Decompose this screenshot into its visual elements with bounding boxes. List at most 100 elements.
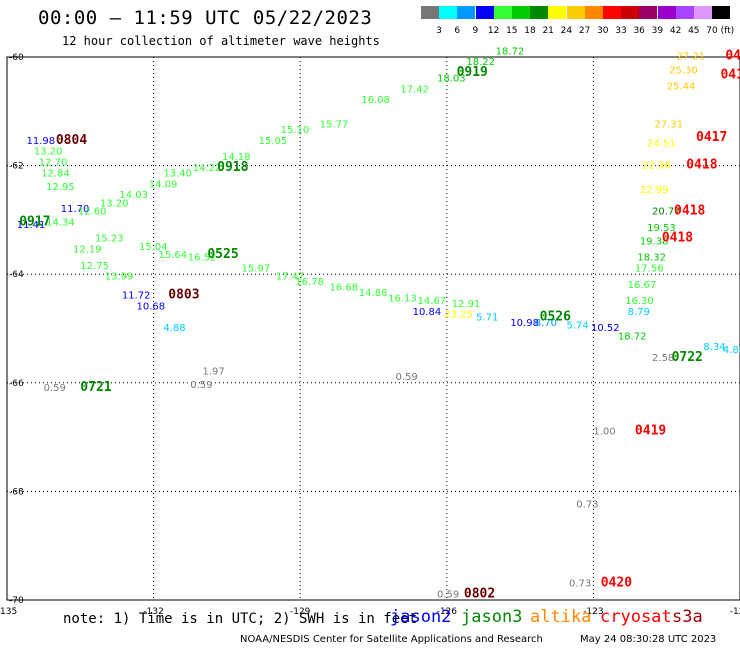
pass-time-label: 0418: [686, 157, 717, 172]
wave-height-label: 13.40: [163, 168, 192, 179]
colorbar-swatch: [493, 6, 512, 19]
wave-height-label: 8.70: [535, 318, 557, 329]
colorbar-swatch: [512, 6, 530, 19]
wave-height-label: 10.52: [591, 323, 620, 334]
colorbar-swatch: [475, 6, 494, 19]
colorbar-tick-label: 3: [436, 26, 442, 36]
wave-height-label: 12.75: [80, 261, 109, 272]
longitude-tick-label: -132: [143, 607, 163, 617]
colorbar-swatch: [457, 6, 476, 19]
wave-height-label: 16.67: [628, 280, 657, 291]
colorbar-swatch: [712, 6, 731, 19]
pass-time-label: 0918: [217, 160, 248, 175]
pass-time-label: 0417: [696, 130, 727, 145]
wave-height-label: 0.59: [190, 380, 212, 391]
wave-height-label: 17.42: [400, 84, 429, 95]
wave-height-label: 14.86: [359, 288, 388, 299]
wave-height-label: 25.44: [667, 82, 696, 93]
pass-time-label: 0417: [720, 68, 740, 83]
generated-timestamp: May 24 08:30:28 UTC 2023: [580, 634, 717, 645]
wave-height-label: 17.56: [635, 263, 664, 274]
wave-height-label: 0.73: [576, 500, 598, 511]
wave-height-label: 15.10: [281, 125, 310, 136]
pass-time-label: 0418: [662, 231, 693, 246]
colorbar-tick-label: 42: [669, 26, 682, 36]
wave-height-label: 14.18: [222, 152, 251, 163]
credit-line: NOAA/NESDIS Center for Satellite Applica…: [240, 634, 543, 645]
colorbar-tick-label: 6: [454, 26, 461, 36]
wave-height-label: 12.95: [46, 182, 75, 193]
wave-height-label: 10.84: [413, 307, 442, 318]
pass-time-label: 0420: [601, 575, 632, 590]
wave-height-label: 17.47: [276, 272, 305, 283]
wave-height-label: 8.79: [628, 307, 650, 318]
wave-height-label: 15.04: [139, 242, 168, 253]
wave-height-label: 13.20: [100, 198, 129, 209]
wave-height-label: 16.68: [330, 282, 359, 293]
colorbar-swatch: [621, 6, 640, 19]
wave-height-label: 20.77: [652, 206, 681, 217]
pass-time-label: 0803: [168, 288, 199, 303]
colorbar-swatch: [584, 6, 603, 19]
wave-height-label: 22.99: [640, 185, 669, 196]
wave-height-label: 25.30: [669, 65, 698, 76]
wave-height-label: 0.73: [569, 578, 591, 589]
colorbar-swatch: [439, 6, 458, 19]
legend-altika: altika: [530, 607, 592, 627]
map-frame: [6, 56, 740, 601]
latitude-tick-label: -70: [9, 596, 24, 606]
legend-jason2: jason2: [390, 607, 452, 627]
wave-height-label: 11.70: [61, 204, 90, 215]
latitude-tick-label: -62: [9, 162, 24, 172]
wave-height-label: 16.13: [388, 293, 417, 304]
pass-time-label: 0721: [80, 380, 111, 395]
colorbar-tick-label: 70: [706, 26, 718, 36]
wave-height-label: 4.88: [723, 345, 740, 356]
wave-height-label: 11.98: [27, 136, 56, 147]
wave-height-label: 24.51: [647, 139, 676, 150]
colorbar-tick-label: 21: [542, 26, 554, 36]
longitude-tick-label: -126: [437, 607, 458, 617]
wave-height-label: 27.21: [676, 52, 705, 63]
page-title: 00:00 – 11:59 UTC 05/22/2023: [38, 7, 373, 29]
wave-height-label: 1.00: [593, 426, 615, 437]
longitude-tick-label: -135: [0, 607, 17, 617]
latitude-tick-label: -64: [9, 270, 24, 280]
wave-height-label: 22.36: [642, 160, 671, 171]
wave-height-label: 15.23: [95, 234, 124, 245]
wave-height-label: 18.22: [466, 57, 495, 68]
wave-height-label: 11.41: [17, 220, 46, 231]
wave-height-label: 15.97: [242, 263, 271, 274]
pass-time-label: 0418: [674, 203, 705, 218]
colorbar-swatch: [566, 6, 585, 19]
colorbar-swatch: [694, 6, 712, 19]
legend-cryosat: cryosat: [600, 607, 672, 627]
colorbar-tick-label: 33: [615, 26, 627, 36]
wave-height-label: 10.68: [136, 301, 165, 312]
pass-time-label: 0525: [207, 247, 238, 262]
units-note: note: 1) Time is in UTC; 2) SWH is in fe…: [63, 611, 418, 627]
wave-height-label: 16.52: [188, 253, 217, 264]
wave-height-label: 8.34: [703, 342, 725, 353]
colorbar-tick-label: 15: [506, 26, 518, 36]
colorbar-tick-label: 18: [524, 26, 536, 36]
colorbar-tick-label: 36: [633, 26, 645, 36]
colorbar-swatch: [657, 6, 676, 19]
pass-time-label: 0417: [725, 49, 740, 64]
wave-height-label: 1.97: [202, 367, 224, 378]
wave-height-label: 16.08: [361, 95, 390, 106]
wave-height-label: 18.32: [637, 253, 666, 264]
wave-height-label: 14.03: [119, 190, 148, 201]
wave-height-label: 0.59: [437, 589, 459, 600]
colorbar-swatch: [603, 6, 621, 19]
colorbar-tick-label: 30: [597, 26, 609, 36]
pass-time-label: 0919: [457, 65, 488, 80]
latitude-tick-label: -60: [9, 53, 24, 63]
pass-time-label: 0419: [635, 423, 666, 438]
legend-jason3: jason3: [461, 607, 523, 627]
colorbar-tick-label: 39: [651, 26, 664, 36]
wave-height-label: 2.58: [652, 353, 674, 364]
colorbar-tick-label: 45: [688, 26, 700, 36]
page-subtitle: 12 hour collection of altimeter wave hei…: [62, 34, 380, 48]
